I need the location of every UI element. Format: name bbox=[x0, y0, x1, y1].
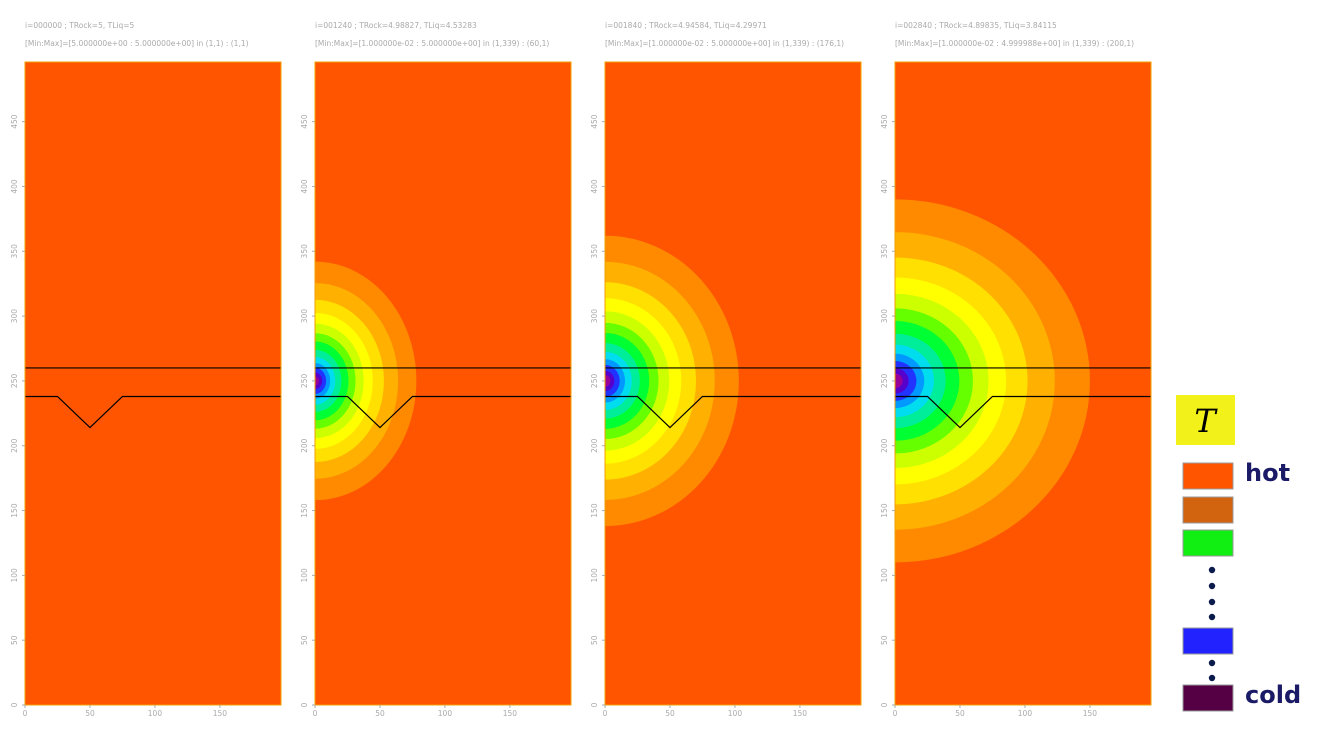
x-tick-label: 50 bbox=[85, 709, 95, 718]
legend-swatch bbox=[1182, 529, 1234, 557]
y-tick-label: 400 bbox=[10, 179, 19, 194]
y-tick-label: 150 bbox=[880, 503, 889, 518]
boundary-notch bbox=[315, 395, 571, 429]
x-tick-label: 150 bbox=[1083, 709, 1098, 718]
x-tick-label: 50 bbox=[955, 709, 965, 718]
y-tick-label: 200 bbox=[880, 438, 889, 453]
panel-subtitle: [Min:Max]=[1.000000e-02 : 5.000000e+00] … bbox=[315, 39, 549, 48]
plot-area bbox=[315, 62, 571, 705]
y-tick-label: 100 bbox=[590, 568, 599, 583]
legend-dots bbox=[1208, 566, 1216, 682]
y-tick-label: 200 bbox=[300, 438, 309, 453]
y-tick-label: 450 bbox=[880, 114, 889, 129]
y-tick-label: 100 bbox=[10, 568, 19, 583]
y-tick-label: 100 bbox=[300, 568, 309, 583]
y-tick-label: 350 bbox=[880, 244, 889, 259]
y-tick-label: 450 bbox=[10, 114, 19, 129]
panel-title: i=002840 ; TRock=4.89835, TLiq=3.84115 bbox=[895, 21, 1057, 30]
x-tick-label: 150 bbox=[213, 709, 228, 718]
legend-swatch bbox=[1182, 496, 1234, 524]
panel-frame bbox=[604, 61, 862, 706]
x-tick-label: 100 bbox=[728, 709, 743, 718]
y-tick-label: 300 bbox=[300, 309, 309, 324]
panel-subtitle: [Min:Max]=[5.000000e+00 : 5.000000e+00] … bbox=[25, 39, 249, 48]
x-tick-label: 50 bbox=[375, 709, 385, 718]
boundary-notch bbox=[605, 395, 861, 429]
panel-frame bbox=[894, 61, 1152, 706]
plot-area bbox=[895, 62, 1151, 705]
panel-subtitle: [Min:Max]=[1.000000e-02 : 5.000000e+00] … bbox=[605, 39, 844, 48]
y-tick-label: 0 bbox=[590, 702, 599, 707]
x-tick-label: 0 bbox=[893, 709, 898, 718]
y-tick-label: 250 bbox=[300, 374, 309, 389]
boundary-notch bbox=[895, 395, 1151, 429]
y-tick-label: 450 bbox=[300, 114, 309, 129]
legend-title: T bbox=[1194, 402, 1218, 440]
x-tick-label: 50 bbox=[665, 709, 675, 718]
y-tick-label: 150 bbox=[300, 503, 309, 518]
y-tick-label: 250 bbox=[590, 374, 599, 389]
x-tick-label: 100 bbox=[148, 709, 163, 718]
x-tick-label: 100 bbox=[1018, 709, 1033, 718]
y-tick-label: 50 bbox=[300, 635, 309, 645]
y-tick-label: 300 bbox=[590, 309, 599, 324]
panel-frame bbox=[24, 61, 282, 706]
contour-band bbox=[895, 373, 903, 389]
y-tick-label: 50 bbox=[10, 635, 19, 645]
legend-swatch bbox=[1182, 684, 1234, 712]
y-tick-label: 400 bbox=[300, 179, 309, 194]
y-tick-label: 350 bbox=[10, 244, 19, 259]
panel-subtitle: [Min:Max]=[1.000000e-02 : 4.999988e+00] … bbox=[895, 39, 1134, 48]
legend-title-box bbox=[1176, 395, 1235, 445]
y-tick-label: 100 bbox=[880, 568, 889, 583]
y-tick-label: 350 bbox=[590, 244, 599, 259]
legend-label: hot bbox=[1245, 459, 1290, 487]
x-tick-label: 150 bbox=[793, 709, 808, 718]
y-tick-label: 400 bbox=[590, 179, 599, 194]
y-tick-label: 0 bbox=[300, 702, 309, 707]
y-tick-label: 300 bbox=[880, 309, 889, 324]
y-tick-label: 150 bbox=[10, 503, 19, 518]
y-tick-label: 300 bbox=[10, 309, 19, 324]
y-tick-label: 250 bbox=[880, 374, 889, 389]
legend-swatch bbox=[1182, 627, 1234, 655]
contour-band bbox=[605, 375, 611, 387]
panel-title: i=001240 ; TRock=4.98827, TLiq=4.53283 bbox=[315, 21, 477, 30]
y-tick-label: 200 bbox=[10, 438, 19, 453]
legend-label: cold bbox=[1245, 681, 1301, 709]
x-tick-label: 0 bbox=[23, 709, 28, 718]
panel-frame bbox=[314, 61, 572, 706]
y-tick-label: 250 bbox=[10, 374, 19, 389]
x-tick-label: 0 bbox=[603, 709, 608, 718]
x-tick-label: 0 bbox=[313, 709, 318, 718]
y-tick-label: 450 bbox=[590, 114, 599, 129]
panel-title: i=001840 ; TRock=4.94584, TLiq=4.29971 bbox=[605, 21, 767, 30]
legend-swatch bbox=[1182, 462, 1234, 490]
plot-area bbox=[25, 62, 281, 705]
y-tick-label: 150 bbox=[590, 503, 599, 518]
y-tick-label: 350 bbox=[300, 244, 309, 259]
boundary-notch bbox=[25, 395, 281, 429]
y-tick-label: 50 bbox=[880, 635, 889, 645]
panel-title: i=000000 ; TRock=5, TLiq=5 bbox=[25, 21, 135, 30]
x-tick-label: 150 bbox=[503, 709, 518, 718]
background-field bbox=[25, 62, 281, 705]
y-tick-label: 0 bbox=[10, 702, 19, 707]
contour-band bbox=[315, 376, 320, 386]
y-tick-label: 200 bbox=[590, 438, 599, 453]
plot-area bbox=[605, 62, 861, 705]
x-tick-label: 100 bbox=[438, 709, 453, 718]
y-tick-label: 400 bbox=[880, 179, 889, 194]
y-tick-label: 50 bbox=[590, 635, 599, 645]
y-tick-label: 0 bbox=[880, 702, 889, 707]
